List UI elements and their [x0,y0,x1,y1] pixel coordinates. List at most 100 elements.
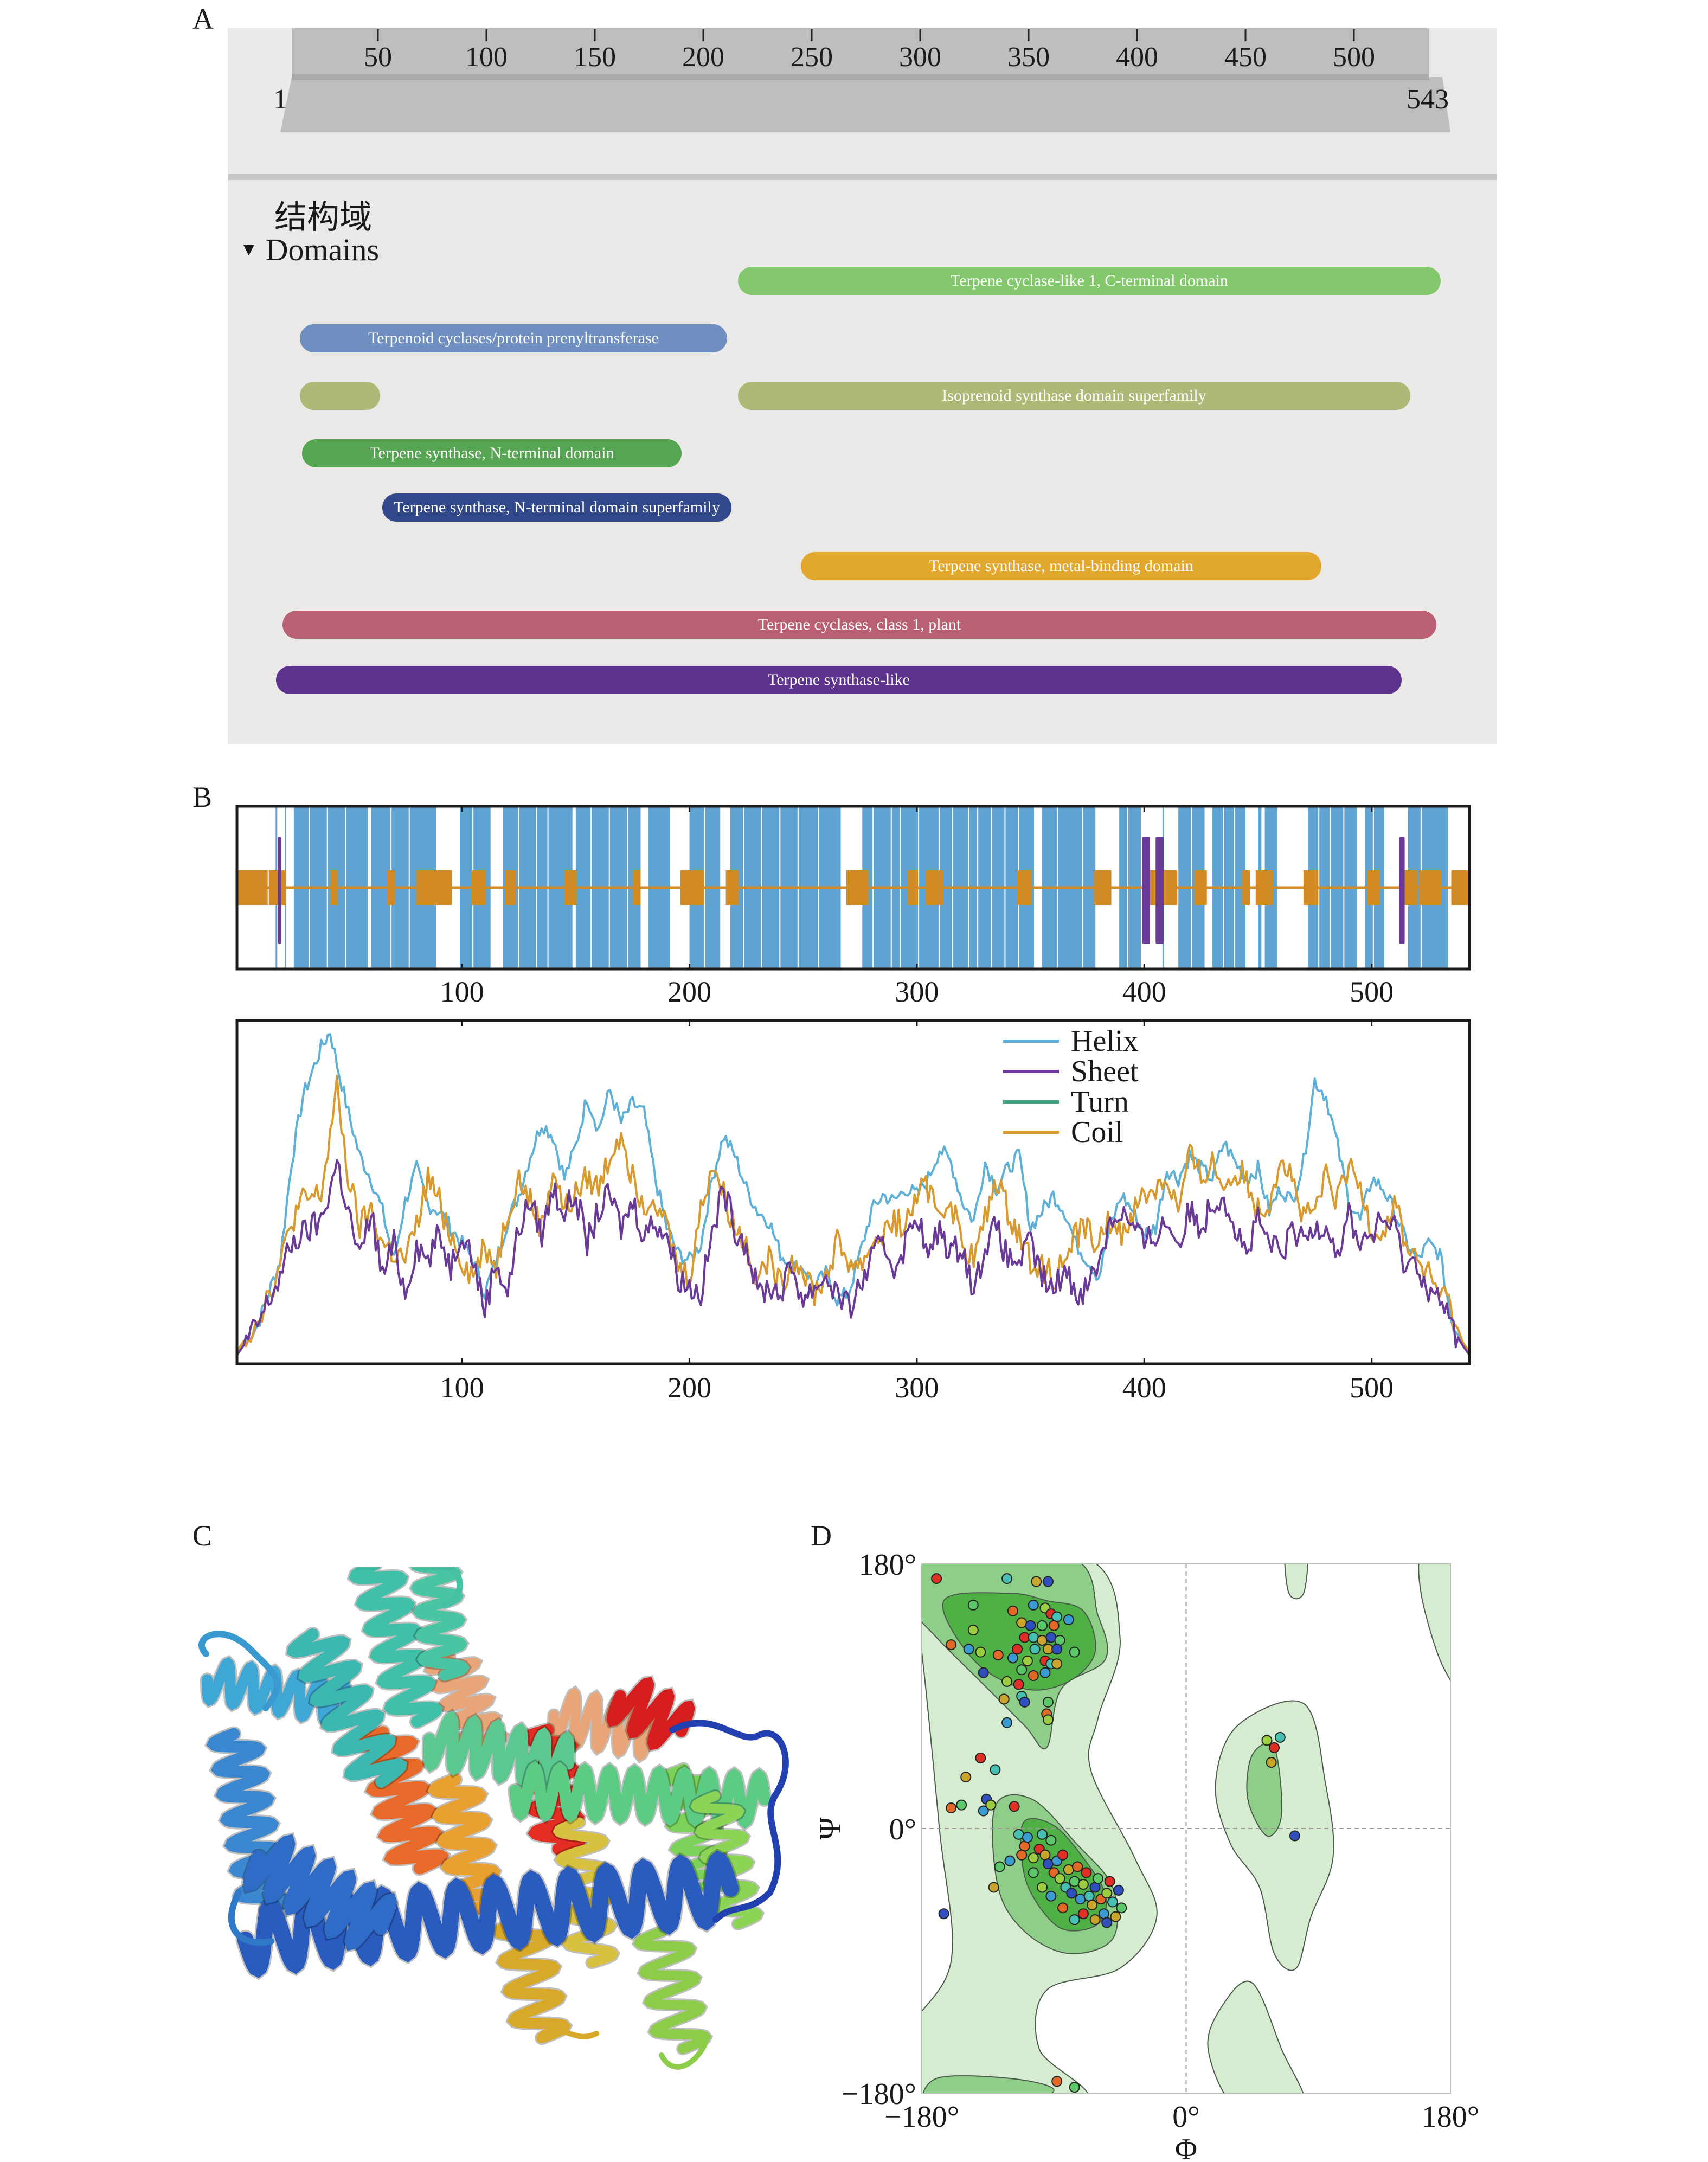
residue-point [1031,1576,1042,1587]
residue-point [963,1644,974,1655]
domain-bar[interactable]: Terpenoid cyclases/protein prenyltransfe… [300,324,727,352]
coil-segment [725,870,739,905]
residue-point [1077,1908,1089,1920]
allowed-region-bottom [1207,1980,1304,2093]
residue-point [946,1802,957,1814]
coil-segment [926,870,943,905]
domain-bar[interactable]: Terpene cyclases, class 1, plant [282,611,1436,639]
ruler-tick-label: 300 [899,42,941,73]
loop-ribbon [431,1567,463,1608]
residue-point [978,1805,989,1817]
helix-body [353,1726,450,1875]
loop-ribbon [540,2028,599,2039]
residue-point [1069,1646,1080,1658]
coil-segment [330,870,338,905]
residue-point [994,1861,1005,1872]
ruler-tick-label: 400 [1116,42,1158,73]
domain-bar[interactable]: Isoprenoid synthase domain superfamily [738,382,1410,410]
ruler-tick-label: 100 [465,42,508,73]
residue-point [1063,1614,1074,1626]
x-axis-label: Φ [1175,2133,1197,2162]
panel-label-d: D [811,1519,832,1552]
residue-point [1113,1884,1124,1896]
residue-point [1072,1861,1083,1872]
residue-point [1028,1670,1039,1682]
residue-point [1051,1644,1063,1655]
helix-ribbon [421,1708,576,1795]
domain-bar[interactable]: Terpene synthase-like [276,666,1402,694]
x-tick-label: 200 [667,1371,711,1404]
coil-segment [237,870,268,905]
domain-label: Terpene synthase, N-terminal domain supe… [394,498,720,516]
residue-point [975,1646,986,1658]
sequence-end-label: 543 [1407,84,1449,115]
ruler-tick-label: 350 [1007,42,1050,73]
helix-body [349,1567,443,1728]
coil-segment [680,870,704,905]
coil-segment [1367,870,1380,905]
residue-point [1066,1888,1077,1899]
panel-label-c: C [192,1519,213,1552]
domain-label: Terpene synthase, metal-binding domain [929,557,1193,575]
residue-point [1019,1840,1030,1852]
ruler-tick-label: 50 [364,42,392,73]
residue-point [1057,1902,1068,1914]
residue-point [1081,1867,1092,1878]
residue-point [998,1693,1010,1705]
domain-bar[interactable] [300,382,380,410]
domain-label: Terpenoid cyclases/protein prenyltransfe… [368,329,659,347]
coil-segment [1242,870,1250,905]
allowed-region-right [1215,1700,1334,1971]
ramachandran-plot: −180°−180° 0° 0° 180° 180° Φ Ψ [814,1548,1479,2162]
residue-point [1107,1896,1119,1908]
domain-bar[interactable]: Terpene synthase, N-terminal domain supe… [382,493,731,522]
domain-label: Terpene synthase-like [768,671,910,689]
allowed-region-edge [1418,1564,1450,1682]
residue-point [1001,1717,1013,1728]
residue-point [938,1908,949,1920]
residue-point [1269,1742,1280,1753]
domain-bar[interactable]: Terpene synthase, N-terminal domain [302,439,682,467]
domain-bar[interactable]: Terpene cyclase-like 1, C-terminal domai… [738,267,1441,295]
residue-point [1048,1620,1060,1631]
section-divider [228,174,1497,180]
residue-point [1039,1667,1051,1678]
residue-point [956,1799,967,1811]
coil-segment [1194,870,1207,905]
domain-viewer: 50 100 150 200 250 300 350 400 450 500 1 543 结构域 ▼ … [228,28,1497,744]
residue-point [1001,1573,1013,1584]
helix-ribbon [285,1627,409,1789]
legend-label: Turn [1071,1085,1129,1119]
residue-point [1012,1644,1023,1655]
residue-point [967,1625,979,1635]
residue-point [1042,1714,1054,1725]
y-tick-label: 180° [859,1548,916,1582]
domain-label: Terpene cyclases, class 1, plant [757,615,961,633]
ruler-tick-label: 500 [1333,42,1375,73]
residue-point [978,1667,989,1678]
residue-point [1025,1620,1036,1631]
residue-point [1054,1873,1065,1884]
domains-toggle[interactable]: ▼ Domains [240,232,379,268]
allowed-region-top [1284,1564,1308,1600]
domain-label: Terpene synthase, N-terminal domain [369,444,614,462]
y-tick-label: 0° [889,1813,916,1846]
coil-segment [1303,870,1319,905]
residue-point [1022,1655,1033,1666]
helix-body [286,1628,408,1788]
sheet-segment [278,837,281,944]
residue-point [1116,1902,1127,1914]
residue-point [1007,1605,1018,1616]
residue-point [946,1639,957,1651]
residue-point [1042,1576,1054,1587]
residue-point [1054,1634,1065,1646]
domain-bar[interactable]: Terpene synthase, metal-binding domain [801,552,1321,580]
track-frame [235,805,1471,971]
coil-segment [471,870,486,905]
x-tick-label: −180° [884,2100,959,2134]
residue-point [1028,1852,1039,1864]
helix-body [633,1926,711,2054]
favored-region-bottom [922,2075,1055,2093]
panel-label-a: A [192,3,214,35]
